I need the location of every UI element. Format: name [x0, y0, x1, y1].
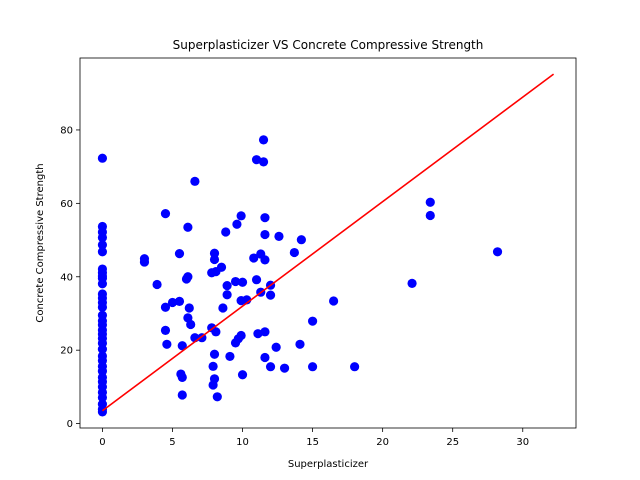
y-axis-title: Concrete Compressive Strength	[35, 163, 46, 322]
data-point	[97, 247, 108, 257]
data-point	[307, 316, 318, 326]
data-point	[209, 349, 220, 359]
data-point	[183, 222, 193, 232]
data-point	[216, 262, 227, 272]
trend-line-layer	[101, 73, 555, 412]
data-point	[260, 229, 270, 240]
y-tick-label: 0	[67, 419, 73, 430]
data-point	[279, 363, 290, 373]
data-point	[260, 327, 270, 337]
data-point	[208, 361, 218, 371]
data-point	[174, 249, 185, 259]
data-point	[265, 290, 276, 300]
data-point	[162, 339, 172, 349]
data-point	[237, 370, 248, 380]
data-point	[190, 176, 200, 186]
data-point	[258, 157, 269, 167]
x-axis-title: Superplasticizer	[288, 459, 369, 470]
data-point	[212, 392, 222, 402]
data-point	[177, 372, 187, 382]
data-point	[97, 240, 108, 250]
data-point	[230, 276, 241, 287]
y-tick-label: 60	[60, 199, 73, 210]
y-axis-ticks: 0 20 40 60 80	[60, 125, 80, 430]
data-point	[186, 319, 196, 330]
data-point	[407, 278, 417, 288]
y-tick-label: 20	[60, 346, 73, 357]
data-point	[160, 302, 171, 312]
x-tick-label: 30	[516, 437, 529, 448]
data-point	[350, 362, 360, 372]
data-point	[174, 296, 185, 306]
data-point	[296, 235, 306, 245]
data-point	[329, 296, 339, 306]
data-point	[225, 351, 235, 362]
data-point	[232, 219, 242, 229]
data-point	[425, 210, 435, 221]
data-point	[177, 341, 187, 351]
x-tick-label: 15	[306, 437, 319, 448]
data-point	[167, 297, 178, 308]
data-point	[258, 135, 269, 145]
data-point	[307, 362, 318, 372]
data-point	[97, 153, 108, 163]
data-point	[425, 197, 435, 207]
data-point	[97, 344, 108, 354]
data-point	[211, 327, 221, 337]
data-point	[249, 253, 259, 263]
data-point	[271, 342, 281, 352]
data-point	[492, 247, 503, 257]
data-point	[152, 279, 162, 290]
data-point	[139, 257, 150, 267]
data-point	[260, 255, 270, 265]
x-tick-label: 25	[446, 437, 459, 448]
data-point	[183, 272, 193, 282]
data-point	[289, 247, 299, 258]
x-tick-label: 20	[376, 437, 389, 448]
x-tick-label: 0	[99, 437, 105, 448]
data-point	[222, 280, 232, 291]
data-point	[295, 339, 305, 349]
axes-frame	[79, 57, 577, 429]
data-point	[160, 325, 171, 335]
data-point	[97, 232, 108, 243]
data-point	[260, 213, 270, 223]
x-tick-label: 10	[236, 437, 249, 448]
x-axis-ticks: 0 5 10 15 20 25 30	[99, 428, 529, 448]
data-point	[184, 303, 194, 313]
data-point	[236, 211, 246, 221]
chart-title: Superplasticizer VS Concrete Compressive…	[173, 38, 484, 52]
data-point	[218, 303, 228, 313]
y-tick-label: 40	[60, 272, 73, 283]
data-point	[209, 374, 220, 384]
data-point	[260, 352, 270, 363]
data-point	[177, 390, 187, 400]
data-point	[221, 227, 231, 237]
data-point	[253, 329, 263, 339]
data-point	[265, 362, 276, 372]
x-tick-label: 5	[169, 437, 175, 448]
data-point	[97, 392, 108, 403]
y-tick-label: 80	[60, 125, 73, 136]
data-point	[160, 209, 171, 219]
data-point	[97, 279, 108, 289]
data-points	[97, 135, 503, 417]
data-point	[237, 277, 248, 287]
data-point	[222, 290, 232, 300]
data-point	[251, 155, 262, 165]
data-point	[97, 302, 108, 312]
regression-line	[101, 73, 555, 412]
data-point	[251, 275, 262, 285]
data-point	[236, 330, 246, 341]
data-point	[209, 254, 220, 265]
data-point	[274, 231, 284, 241]
